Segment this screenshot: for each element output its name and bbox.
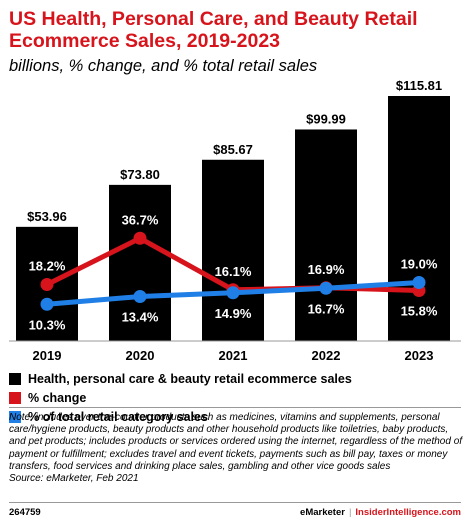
legend: Health, personal care & beauty retail ec… [9,371,352,428]
legend-label-share: % of total retail category sales [28,410,208,424]
chart-note: Note: includes over-the-counter products… [9,412,464,485]
point-label-share-2019: 10.3% [29,317,66,332]
x-tick-2020: 2020 [126,348,155,363]
point-share-2023 [412,276,426,289]
point-label-share-2022: 16.7% [308,301,345,316]
brand-emarketer: eMarketer [300,507,345,518]
chart-subtitle: billions, % change, and % total retail s… [9,57,318,75]
footer-divider [9,502,461,503]
bar-2021 [202,159,264,341]
bar-value-label-2019: $53.96 [27,209,67,224]
point-label-change-2021: 16.1% [215,264,252,279]
legend-item-sales: Health, personal care & beauty retail ec… [9,371,352,387]
chart-id: 264759 [9,507,41,518]
footer-brand-block: eMarketer | InsiderIntelligence.com [300,507,461,518]
x-tick-2021: 2021 [219,348,248,363]
bar-value-label-2022: $99.99 [306,111,346,126]
legend-swatch-change [9,392,21,404]
point-share-2021 [226,286,240,300]
legend-item-share: % of total retail category sales [9,409,352,425]
chart-title: US Health, Personal Care, and Beauty Ret… [9,8,418,52]
point-share-2019 [40,297,54,311]
point-label-change-2023: 15.8% [401,304,438,319]
footer-separator: | [348,507,352,518]
x-tick-2022: 2022 [312,348,341,363]
x-tick-2023: 2023 [405,348,434,363]
point-label-share-2021: 14.9% [215,306,252,321]
legend-label-change: % change [28,391,87,405]
bar-2022 [295,129,357,341]
bar-2020 [109,184,171,341]
point-label-change-2019: 18.2% [29,259,66,274]
point-change-2020 [133,231,147,245]
point-share-2020 [133,290,147,303]
brand-insider-intelligence[interactable]: InsiderIntelligence.com [355,507,461,518]
bar-value-label-2023: $115.81 [396,78,442,93]
legend-item-change: % change [9,390,352,406]
legend-swatch-sales [9,373,21,385]
point-label-share-2020: 13.4% [122,310,159,325]
bar-2023 [388,96,450,341]
point-label-change-2020: 36.7% [122,212,159,227]
point-label-share-2023: 19.0% [401,257,438,272]
x-tick-2019: 2019 [33,348,62,363]
bar-value-label-2020: $73.80 [120,167,160,182]
source-text: Source: eMarketer, Feb 2021 [9,473,139,485]
legend-label-sales: Health, personal care & beauty retail ec… [28,372,352,386]
note-text: Note: includes over-the-counter products… [9,412,463,472]
divider [9,407,461,408]
footer: 264759 eMarketer | InsiderIntelligence.com [9,507,461,519]
point-label-change-2022: 16.9% [308,262,345,277]
point-share-2022 [319,281,333,295]
chart-plot: $53.96 $73.80 $85.67 $99.99 $115.81 18.2% 10.… [9,78,461,363]
point-change-2019 [40,278,54,291]
bar-value-label-2021: $85.67 [213,142,253,157]
legend-swatch-share [9,411,21,423]
